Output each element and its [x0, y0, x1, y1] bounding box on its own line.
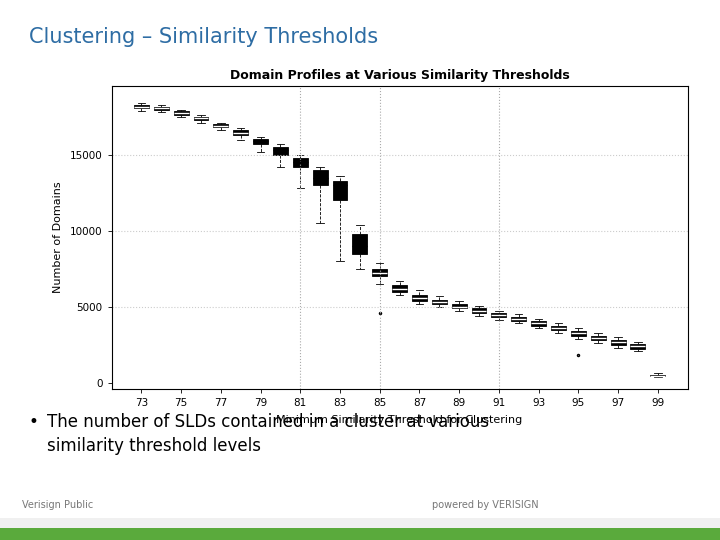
PathPatch shape — [213, 124, 228, 127]
PathPatch shape — [194, 117, 208, 120]
PathPatch shape — [134, 105, 149, 109]
PathPatch shape — [333, 180, 348, 200]
PathPatch shape — [432, 300, 447, 305]
PathPatch shape — [472, 308, 487, 313]
PathPatch shape — [591, 336, 606, 340]
X-axis label: Minimum Similarity Threshold for Clustering: Minimum Similarity Threshold for Cluster… — [276, 415, 523, 425]
PathPatch shape — [154, 107, 168, 110]
Text: •: • — [29, 413, 39, 431]
PathPatch shape — [312, 170, 328, 185]
Text: powered by VERISIGN: powered by VERISIGN — [432, 500, 539, 510]
Text: Clustering – Similarity Thresholds: Clustering – Similarity Thresholds — [29, 27, 378, 47]
PathPatch shape — [571, 331, 586, 336]
PathPatch shape — [531, 321, 546, 326]
PathPatch shape — [451, 305, 467, 308]
Text: The number of SLDs contained in a cluster at various
similarity threshold levels: The number of SLDs contained in a cluste… — [47, 413, 489, 455]
Text: Verisign Public: Verisign Public — [22, 500, 93, 510]
PathPatch shape — [551, 326, 566, 330]
PathPatch shape — [650, 375, 665, 376]
Title: Domain Profiles at Various Similarity Thresholds: Domain Profiles at Various Similarity Th… — [230, 70, 570, 83]
Y-axis label: Number of Domains: Number of Domains — [53, 182, 63, 293]
PathPatch shape — [631, 344, 645, 348]
PathPatch shape — [372, 269, 387, 276]
PathPatch shape — [492, 313, 506, 318]
PathPatch shape — [233, 131, 248, 135]
PathPatch shape — [412, 295, 427, 301]
PathPatch shape — [392, 286, 407, 292]
PathPatch shape — [273, 147, 288, 155]
PathPatch shape — [611, 340, 626, 345]
PathPatch shape — [253, 139, 268, 144]
PathPatch shape — [293, 158, 307, 167]
PathPatch shape — [174, 111, 189, 114]
PathPatch shape — [511, 316, 526, 321]
PathPatch shape — [352, 234, 367, 254]
